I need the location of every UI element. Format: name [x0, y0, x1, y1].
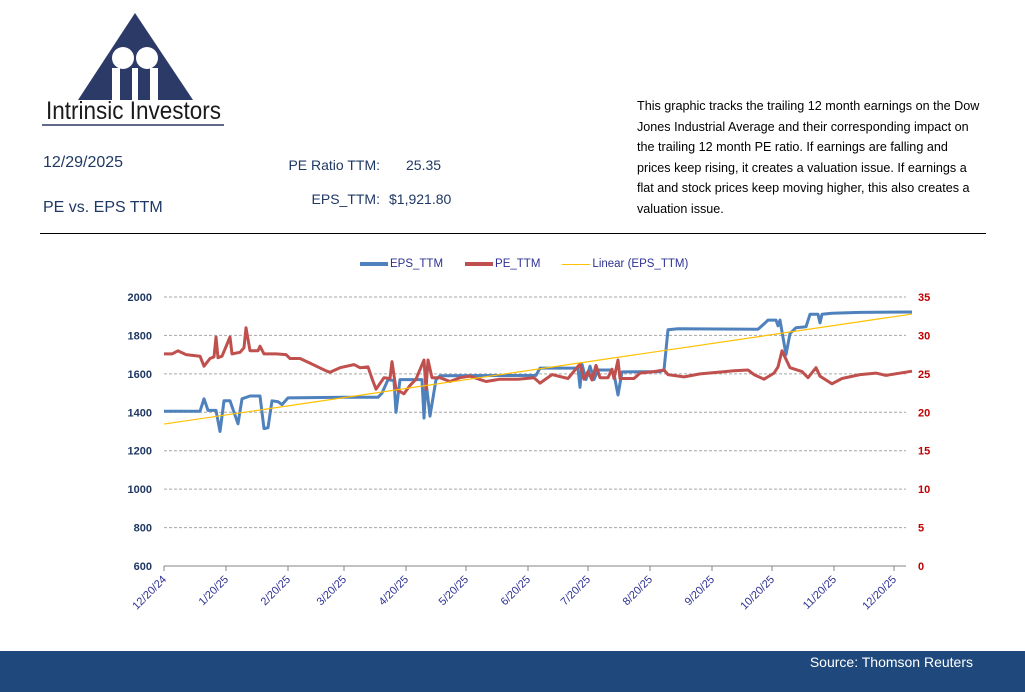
x-tick-label: 1/20/25	[197, 574, 231, 608]
legend-trend-label: Linear (EPS_TTM)	[592, 258, 689, 270]
footer: Source: Thomson Reuters	[0, 651, 1025, 692]
divider	[40, 233, 986, 234]
report-date: 12/29/2025	[43, 154, 124, 171]
legend-eps: EPS_TTM	[360, 258, 443, 270]
eps-value: $1,921.80	[389, 191, 452, 207]
x-tick-label: 4/20/25	[377, 574, 411, 608]
legend-pe: PE_TTM	[465, 258, 540, 270]
chart: 600 800 1000 1200 1400 1600 1800 2000 0 5 10 15 20 25…	[128, 292, 931, 613]
trend-line	[163, 313, 913, 425]
legend-eps-label: EPS_TTM	[390, 258, 444, 270]
x-tick-label: 7/20/25	[559, 574, 593, 608]
y-left-tick-label: 600	[134, 561, 152, 573]
y-left-tick-label: 1000	[128, 484, 152, 496]
pe-ratio-value: 25.35	[406, 157, 442, 173]
x-tick-label: 8/20/25	[621, 574, 655, 608]
y-left-tick-label: 1200	[128, 446, 152, 458]
x-tick-label: 12/20/25	[860, 574, 899, 613]
x-tick-label: 6/20/25	[499, 574, 533, 608]
x-tick-label: 10/20/25	[738, 574, 777, 613]
y-right-tick-label: 0	[918, 561, 924, 573]
y-left-tick-label: 1600	[128, 369, 152, 381]
chart-legend: EPS_TTM PE_TTM Linear (EPS_TTM)	[360, 258, 688, 270]
description: This graphic tracks the trailing 12 mont…	[637, 99, 980, 216]
x-tick-label: 2/20/25	[259, 574, 293, 608]
y-right-tick-label: 5	[918, 523, 924, 535]
eps-label: EPS_TTM:	[311, 191, 380, 207]
y-left-tick-label: 800	[134, 523, 152, 535]
pe-ratio-label: PE Ratio TTM:	[288, 157, 380, 173]
y-right-tick-label: 15	[918, 446, 930, 458]
y-right-tick-label: 20	[918, 407, 930, 419]
logo: Intrinsic Investors	[38, 10, 228, 128]
x-tick-label: 12/20/24	[130, 574, 169, 613]
report-subtitle: PE vs. EPS TTM	[43, 199, 163, 216]
legend-trend: Linear (EPS_TTM)	[562, 258, 688, 270]
y-left-tick-label: 2000	[128, 292, 152, 304]
series-line-eps-ttm	[164, 310, 913, 433]
y-left-tick-label: 1800	[128, 330, 152, 342]
y-left-tick-label: 1400	[128, 407, 152, 419]
source-text: Source: Thomson Reuters	[809, 654, 973, 670]
series-line-pe-ttm	[164, 326, 913, 396]
y-right-tick-label: 35	[918, 292, 930, 304]
svg-text:Intrinsic Investors: Intrinsic Investors	[46, 97, 221, 125]
x-tick-label: 5/20/25	[437, 574, 471, 608]
y-right-tick-label: 30	[918, 330, 930, 342]
x-tick-label: 11/20/25	[801, 574, 839, 612]
y-right-tick-label: 25	[918, 369, 930, 381]
x-tick-label: 3/20/25	[315, 574, 349, 608]
y-right-tick-label: 10	[918, 484, 930, 496]
x-tick-label: 9/20/25	[683, 574, 717, 608]
legend-pe-label: PE_TTM	[495, 258, 541, 270]
